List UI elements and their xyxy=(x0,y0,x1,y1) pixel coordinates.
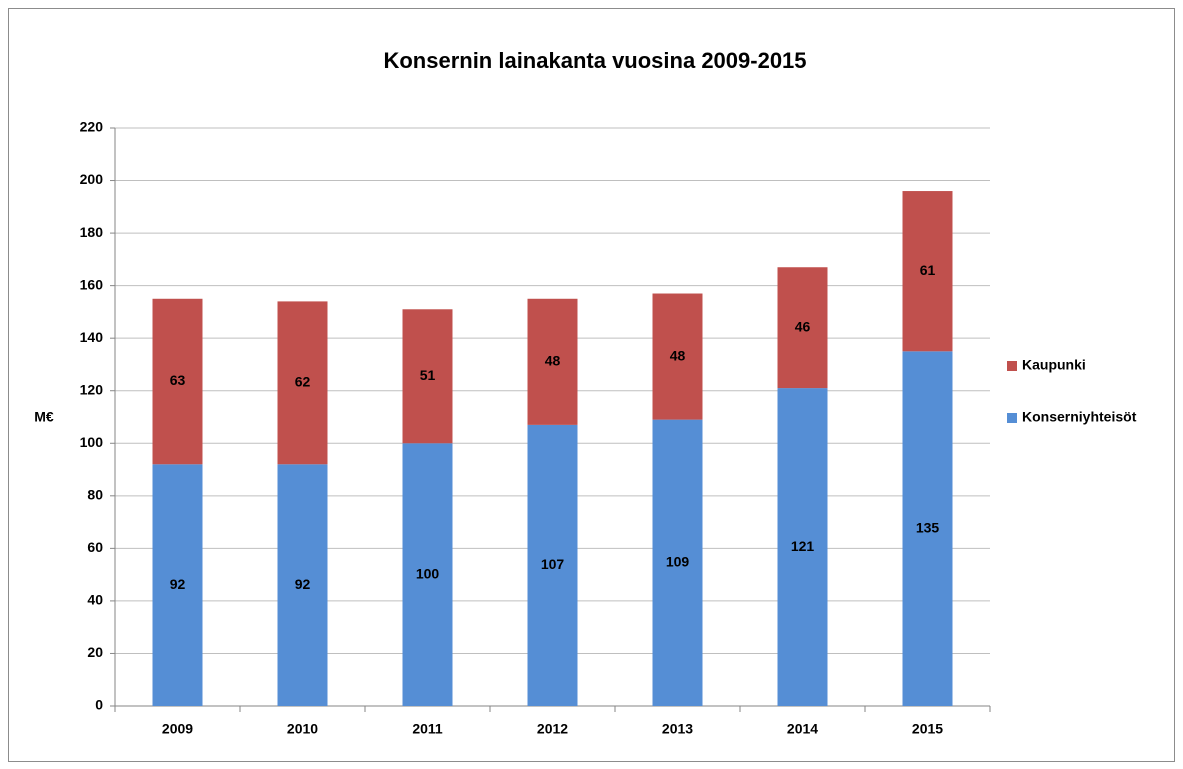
x-tick-label: 2011 xyxy=(412,721,443,737)
data-label: 121 xyxy=(791,538,815,554)
data-label: 92 xyxy=(170,576,186,592)
legend-label: Kaupunki xyxy=(1022,357,1086,373)
chart-title: Konsernin lainakanta vuosina 2009-2015 xyxy=(383,48,806,73)
bar-segment xyxy=(777,267,828,389)
legend-label: Konserniyhteisöt xyxy=(1022,409,1137,425)
data-label: 51 xyxy=(420,367,436,383)
y-tick-label: 200 xyxy=(80,171,104,187)
y-tick-label: 40 xyxy=(87,592,103,608)
data-label: 63 xyxy=(170,372,186,388)
y-tick-label: 120 xyxy=(80,381,104,397)
bar-segment xyxy=(902,191,953,352)
y-tick-label: 160 xyxy=(80,276,104,292)
bar-segment xyxy=(527,424,578,706)
data-label: 61 xyxy=(920,262,936,278)
data-label: 109 xyxy=(666,554,690,570)
bar-segment xyxy=(777,388,828,706)
bar-segment xyxy=(527,298,578,425)
x-tick-label: 2010 xyxy=(287,721,318,737)
y-tick-label: 60 xyxy=(87,539,103,555)
data-label: 107 xyxy=(541,556,565,572)
data-label: 46 xyxy=(795,318,811,334)
y-tick-label: 180 xyxy=(80,224,104,240)
bar-segment xyxy=(652,419,703,706)
x-tick-label: 2015 xyxy=(912,721,943,737)
data-label: 92 xyxy=(295,576,311,592)
data-label: 48 xyxy=(670,347,686,363)
y-tick-label: 100 xyxy=(80,434,104,450)
bar-segment xyxy=(652,293,703,420)
legend-swatch xyxy=(1007,413,1017,423)
y-tick-label: 140 xyxy=(80,329,104,345)
x-tick-label: 2012 xyxy=(537,721,568,737)
bar-segment xyxy=(277,464,328,706)
y-tick-label: 20 xyxy=(87,644,103,660)
legend-swatch xyxy=(1007,361,1017,371)
bar-segment xyxy=(152,298,203,465)
chart-frame xyxy=(8,8,1175,762)
y-tick-label: 0 xyxy=(95,697,103,713)
bar-segment xyxy=(402,443,453,706)
x-tick-label: 2009 xyxy=(162,721,193,737)
x-tick-label: 2014 xyxy=(787,721,818,737)
bar-segment xyxy=(152,464,203,706)
bar-segment xyxy=(902,351,953,706)
data-label: 62 xyxy=(295,374,311,390)
y-tick-label: 220 xyxy=(80,119,104,135)
y-tick-label: 80 xyxy=(87,487,103,503)
y-axis-label: M€ xyxy=(34,409,54,425)
x-tick-label: 2013 xyxy=(662,721,693,737)
bar-segment xyxy=(277,301,328,465)
data-label: 100 xyxy=(416,565,440,581)
bar-segment xyxy=(402,309,453,444)
data-label: 135 xyxy=(916,519,940,535)
data-label: 48 xyxy=(545,353,561,369)
